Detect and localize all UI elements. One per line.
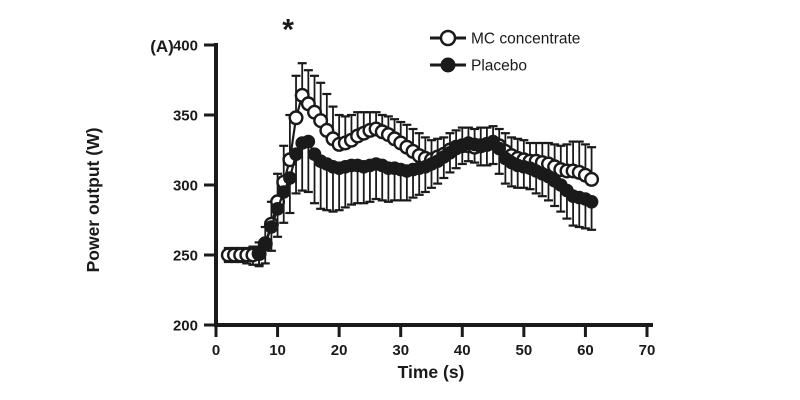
x-tick-label: 20 bbox=[331, 342, 348, 359]
x-tick-label: 10 bbox=[269, 342, 286, 359]
y-tick-label: 200 bbox=[173, 318, 198, 335]
legend-mc-concentrate-open-circle-icon bbox=[439, 29, 457, 47]
placebo-marker bbox=[283, 171, 297, 185]
placebo-marker bbox=[276, 185, 291, 199]
mc-concentrate-marker bbox=[584, 171, 600, 187]
placebo-marker bbox=[289, 147, 303, 161]
x-tick-label: 30 bbox=[392, 342, 409, 359]
x-tick-label: 50 bbox=[516, 342, 533, 359]
x-tick-label: 60 bbox=[577, 342, 594, 359]
placebo-marker bbox=[584, 195, 599, 209]
placebo-marker bbox=[301, 134, 316, 149]
placebo-marker bbox=[258, 237, 273, 251]
legend-placebo-label: Placebo bbox=[471, 58, 527, 75]
significance-asterisk: * bbox=[282, 13, 294, 46]
y-tick-label: 250 bbox=[173, 248, 198, 265]
x-tick-label: 0 bbox=[212, 342, 220, 359]
placebo-marker bbox=[270, 202, 285, 216]
mc-concentrate-marker bbox=[288, 110, 304, 126]
y-axis-title: Power output (W) bbox=[83, 128, 103, 273]
y-tick-label: 350 bbox=[173, 108, 198, 125]
placebo-marker bbox=[492, 141, 507, 156]
y-tick-label: 300 bbox=[173, 178, 198, 195]
x-tick-label: 70 bbox=[639, 342, 656, 359]
legend-mc-concentrate-label: MC concentrate bbox=[471, 31, 580, 48]
placebo-marker bbox=[264, 220, 279, 234]
y-tick-label: 400 bbox=[173, 38, 198, 55]
legend-placebo-filled-circle-icon bbox=[440, 57, 456, 73]
panel-label: (A) bbox=[150, 37, 174, 56]
x-tick-label: 40 bbox=[454, 342, 471, 359]
x-axis-title: Time (s) bbox=[398, 362, 465, 382]
